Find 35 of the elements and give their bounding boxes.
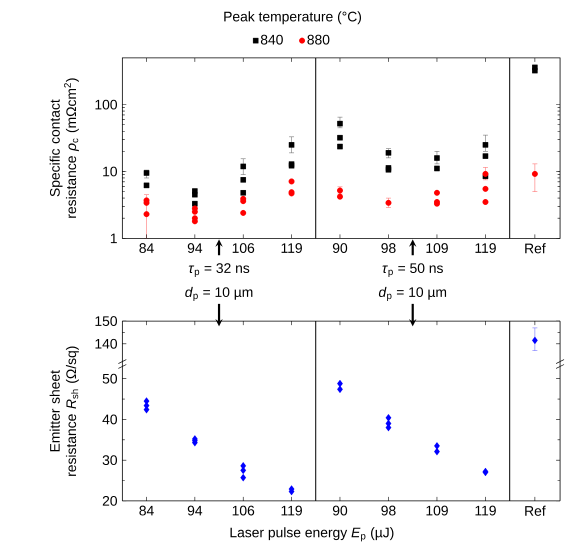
- y-tick-label: 1: [110, 234, 117, 244]
- x-tick-label: 106: [232, 243, 254, 253]
- x-tick-label: 106: [232, 506, 254, 516]
- x-tick-label: 98: [381, 506, 396, 516]
- x-tick-label: 109: [426, 243, 448, 253]
- x-tick-label: 84: [139, 506, 154, 516]
- x-tick-label: 119: [475, 506, 496, 516]
- y-tick-label: 50: [102, 374, 117, 384]
- x-tick-label: 119: [282, 506, 302, 516]
- x-tick-label: 119: [282, 243, 302, 253]
- y-tick-label: 150: [95, 316, 117, 326]
- x-axis-title: Laser pulse energy E$_{p}$ (µJ): [230, 527, 394, 542]
- x-tick-label: 119: [475, 243, 496, 253]
- y-tick-label: 140: [95, 338, 117, 349]
- text: τ$_{p}$ = 50 ns: [382, 263, 443, 277]
- y-tick-label: 10: [103, 166, 117, 176]
- y-tick-label: 20: [102, 496, 117, 506]
- legend-label: 840: [260, 34, 283, 44]
- legend-label: 880: [307, 34, 330, 44]
- x-tick-label: Ref: [525, 506, 546, 516]
- x-tick-label: 94: [188, 243, 202, 253]
- y-tick-label: 100: [95, 100, 117, 110]
- text: d$_{p}$ = 10 µm: [378, 286, 446, 301]
- text: d$_{p}$ = 10 µm: [185, 286, 252, 301]
- y-tick-label: 40: [102, 414, 117, 424]
- y-tick-label: 30: [102, 455, 117, 465]
- x-tick-label: Ref: [525, 243, 546, 254]
- x-tick-label: 90: [332, 506, 348, 516]
- x-tick-label: 84: [139, 243, 154, 253]
- x-tick-label: 90: [332, 243, 348, 253]
- x-tick-label: 98: [381, 243, 396, 253]
- x-tick-label: 109: [426, 506, 448, 516]
- text: τ$_{p}$ = 32 ns: [188, 263, 250, 277]
- x-tick-label: 94: [188, 506, 202, 516]
- legend-title: Peak temperature (°C): [224, 11, 362, 24]
